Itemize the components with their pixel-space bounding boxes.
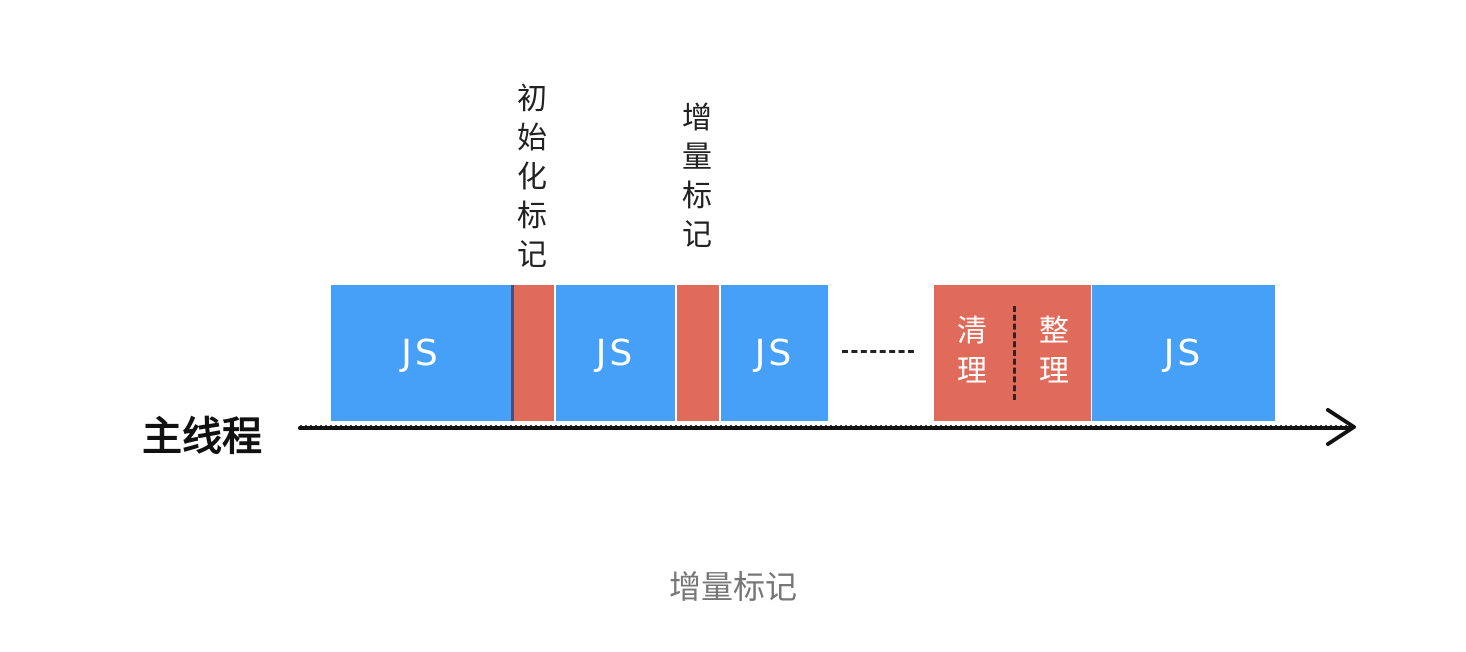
js-block-1-label: JS bbox=[401, 332, 441, 374]
compact-label: 整理 bbox=[1039, 314, 1069, 389]
js-block-1: JS bbox=[331, 285, 511, 421]
gc-divider bbox=[1013, 306, 1016, 400]
js-block-2-label: JS bbox=[595, 332, 636, 374]
incremental-mark-block bbox=[677, 285, 719, 421]
js-block-3: JS bbox=[721, 285, 828, 421]
js-block-4: JS bbox=[1092, 285, 1275, 421]
caption: 增量标记 bbox=[668, 568, 797, 606]
js-block-2: JS bbox=[556, 285, 675, 421]
timeline-arrow bbox=[298, 408, 1356, 446]
incremental-mark-label: 增量标记 bbox=[682, 101, 712, 253]
js-block-3-label: JS bbox=[754, 332, 795, 374]
initial-mark-label: 初始化标记 bbox=[517, 82, 547, 273]
clean-label: 清理 bbox=[957, 314, 987, 389]
main-thread-label: 主线程 bbox=[142, 414, 262, 460]
gc-block bbox=[934, 285, 1091, 421]
initial-mark-block bbox=[511, 285, 554, 421]
ellipsis-dashes bbox=[842, 350, 914, 353]
js-block-4-label: JS bbox=[1163, 332, 1204, 374]
